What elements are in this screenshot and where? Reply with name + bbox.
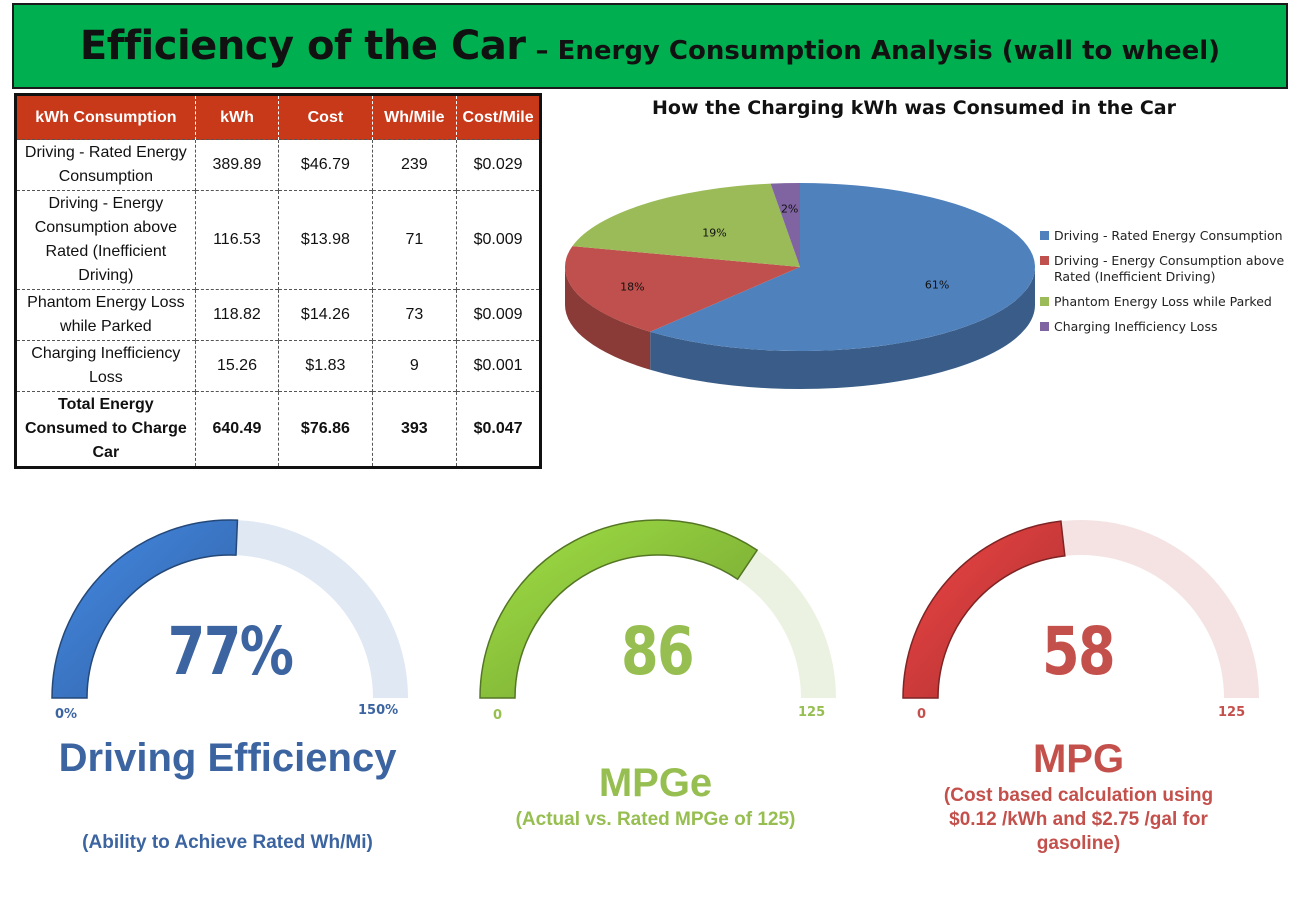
legend-label: Phantom Energy Loss while Parked xyxy=(1054,294,1272,309)
table-cell: $0.047 xyxy=(456,391,541,468)
table-cell: 640.49 xyxy=(194,391,279,468)
table-row: Charging Inefficiency Loss 15.26 $1.83 9… xyxy=(15,340,541,392)
table-cell: Charging Inefficiency Loss xyxy=(15,340,196,392)
pie-slice xyxy=(572,183,800,267)
table-cell: 389.89 xyxy=(194,139,279,191)
table-row: Driving - Energy Consumption above Rated… xyxy=(15,190,541,290)
pie-data-label: 2% xyxy=(781,202,798,215)
gauge-subtitle: (Cost based calculation using $0.12 /kWh… xyxy=(943,785,1214,854)
table-cell: Phantom Energy Loss while Parked xyxy=(15,289,196,341)
gauge-value: 58 xyxy=(1041,613,1116,690)
pie-slice-side xyxy=(650,267,1035,389)
table-cell: Driving - Energy Consumption above Rated… xyxy=(15,190,196,290)
page-title: Efficiency of the Car xyxy=(79,23,526,69)
gauge-fill xyxy=(479,519,759,699)
energy-table: kWh Consumption kWh Cost Wh/Mile Cost/Mi… xyxy=(14,93,542,469)
legend-item: Driving - Rated Energy Consumption xyxy=(1040,228,1290,244)
table-row: Driving - Rated Energy Consumption 389.8… xyxy=(15,139,541,191)
table-cell: $0.009 xyxy=(456,190,541,290)
gauge-min-label: 0 xyxy=(917,707,927,722)
table-cell: Driving - Rated Energy Consumption xyxy=(15,139,196,191)
column-header: Wh/Mile xyxy=(371,94,457,140)
gauge-title: MPGe xyxy=(598,761,713,805)
table-cell: 9 xyxy=(371,340,457,392)
table-total-row: Total Energy Consumed to Charge Car 640.… xyxy=(15,391,541,468)
table-cell: $1.83 xyxy=(278,340,373,392)
table-cell: 239 xyxy=(371,139,457,191)
gauge-min-label: 0 xyxy=(493,708,503,723)
legend-label: Driving - Energy Consumption above Rated… xyxy=(1054,253,1285,284)
gauge-max-label: 125 xyxy=(798,705,826,720)
gauge-fill xyxy=(902,520,1066,699)
legend-swatch xyxy=(1040,256,1049,265)
legend-label: Charging Inefficiency Loss xyxy=(1054,319,1218,334)
page-subtitle: – Energy Consumption Analysis (wall to w… xyxy=(535,36,1221,66)
table-cell: $0.029 xyxy=(456,139,541,191)
pie-chart-title: How the Charging kWh was Consumed in the… xyxy=(652,97,1176,119)
table-cell: 116.53 xyxy=(194,190,279,290)
table-header-row: kWh Consumption kWh Cost Wh/Mile Cost/Mi… xyxy=(15,94,541,140)
column-header: kWh xyxy=(194,94,279,140)
legend-label: Driving - Rated Energy Consumption xyxy=(1054,228,1283,243)
pie-data-label: 19% xyxy=(702,226,726,239)
gauge-value: 77% xyxy=(167,613,294,690)
pie-slice xyxy=(565,246,800,332)
table-cell: $0.001 xyxy=(456,340,541,392)
table-cell: 393 xyxy=(371,391,457,468)
mpg-gauge xyxy=(902,520,1259,699)
gauge-title: Driving Efficiency xyxy=(58,736,397,780)
pie-slice-side xyxy=(565,267,651,370)
legend-swatch xyxy=(1040,297,1049,306)
legend-swatch xyxy=(1040,322,1049,331)
table-cell: $14.26 xyxy=(278,289,373,341)
gauge-max-label: 125 xyxy=(1218,705,1246,720)
table-cell: 118.82 xyxy=(194,289,279,341)
gauge-subtitle: (Actual vs. Rated MPGe of 125) xyxy=(515,809,796,830)
pie-data-label: 61% xyxy=(925,279,949,292)
gauge-max-label: 150% xyxy=(358,703,399,718)
legend-item: Phantom Energy Loss while Parked xyxy=(1040,294,1290,310)
pie-data-label: 18% xyxy=(620,280,644,293)
legend-item: Charging Inefficiency Loss xyxy=(1040,319,1290,335)
column-header: Cost/Mile xyxy=(456,94,541,140)
table-cell: $0.009 xyxy=(456,289,541,341)
header-banner: Efficiency of the Car – Energy Consumpti… xyxy=(12,3,1288,89)
pie-slice xyxy=(770,183,800,267)
pie-legend: Driving - Rated Energy Consumption Drivin… xyxy=(1040,228,1290,344)
legend-swatch xyxy=(1040,231,1049,240)
table-cell: Total Energy Consumed to Charge Car xyxy=(15,391,196,468)
gauge-subtitle: (Ability to Achieve Rated Wh/Mi) xyxy=(82,832,373,853)
table-row: Phantom Energy Loss while Parked 118.82 … xyxy=(15,289,541,341)
column-header: kWh Consumption xyxy=(15,94,196,140)
column-header: Cost xyxy=(278,94,373,140)
table-cell: 15.26 xyxy=(194,340,279,392)
gauge-value: 86 xyxy=(620,613,695,690)
table-cell: 73 xyxy=(371,289,457,341)
legend-item: Driving - Energy Consumption above Rated… xyxy=(1040,253,1290,285)
pie-chart: 61% 18% 19% 2% xyxy=(565,183,1035,389)
table-cell: $13.98 xyxy=(278,190,373,290)
gauge-title: MPG xyxy=(1032,737,1125,781)
table-cell: $76.86 xyxy=(278,391,373,468)
table-cell: $46.79 xyxy=(278,139,373,191)
driving-efficiency-gauge xyxy=(51,519,408,699)
table-cell: 71 xyxy=(371,190,457,290)
gauge-fill xyxy=(51,519,239,699)
gauge-min-label: 0% xyxy=(55,707,78,722)
pie-slice xyxy=(650,183,1035,351)
mpge-gauge xyxy=(479,519,836,699)
